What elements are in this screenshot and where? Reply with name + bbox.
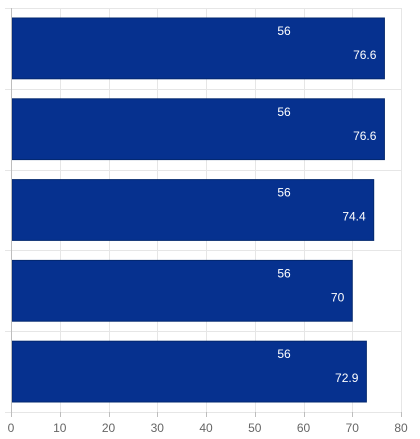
data-label-secondary: 56	[277, 266, 291, 280]
data-label-primary: 76.6	[353, 129, 377, 143]
data-label-primary: 72.9	[335, 371, 359, 385]
bar	[11, 259, 353, 322]
x-tick-label: 40	[199, 421, 213, 435]
data-label-secondary: 56	[277, 347, 291, 361]
axes	[11, 8, 402, 417]
x-tick-label: 80	[394, 421, 408, 435]
x-tick-label: 70	[346, 421, 360, 435]
data-label-primary: 74.4	[342, 210, 366, 224]
x-tick-label: 0	[8, 421, 15, 435]
data-label-secondary: 56	[277, 24, 291, 38]
x-tick-label: 50	[248, 421, 262, 435]
x-tick-label: 60	[297, 421, 311, 435]
labels: 0 10 20 30 40 50 60 70 80 56 76.6 56 76.6 56 74.4 56 70 5…	[8, 24, 408, 435]
bar	[11, 98, 385, 161]
bars	[11, 17, 385, 403]
data-label-secondary: 56	[277, 105, 291, 119]
bar	[11, 340, 367, 403]
x-tick-label: 20	[102, 421, 116, 435]
bar	[11, 179, 375, 241]
data-label-secondary: 56	[277, 186, 291, 200]
data-label-primary: 70	[331, 290, 345, 304]
x-tick-label: 30	[151, 421, 165, 435]
data-label-primary: 76.6	[353, 48, 377, 62]
x-tick-label: 10	[53, 421, 67, 435]
bar	[11, 17, 385, 80]
